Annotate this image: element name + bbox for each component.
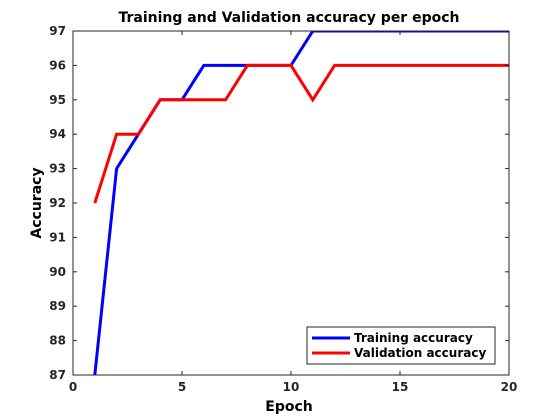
y-tick-label: 95 [49, 93, 66, 107]
legend-label-validation: Validation accuracy [354, 346, 486, 360]
x-tick-label: 15 [392, 380, 409, 394]
y-tick-label: 92 [49, 196, 66, 210]
y-axis-ticks: 87 88 89 90 91 92 93 94 95 96 97 [49, 24, 509, 382]
x-tick-label: 20 [501, 380, 518, 394]
y-tick-label: 87 [49, 368, 66, 382]
y-tick-label: 89 [49, 299, 66, 313]
y-tick-label: 88 [49, 334, 66, 348]
x-axis-label: Epoch [265, 399, 312, 415]
series-line-validation [93, 63, 509, 204]
legend-box [306, 326, 496, 365]
y-tick-label: 91 [49, 230, 66, 244]
series-lines [93, 31, 509, 375]
y-tick-label: 93 [49, 162, 66, 176]
x-axis-ticks: 0 5 10 15 20 [69, 31, 518, 394]
chart-title: Training and Validation accuracy per epo… [119, 10, 460, 26]
y-tick-label: 97 [49, 24, 66, 38]
plot-area [73, 31, 509, 375]
y-tick-label: 96 [49, 58, 66, 72]
y-tick-label: 90 [49, 265, 66, 279]
x-tick-label: 5 [178, 380, 186, 394]
x-tick-label: 0 [69, 380, 77, 394]
y-tick-label: 94 [49, 127, 66, 141]
y-axis-label: Accuracy [29, 167, 45, 238]
x-tick-label: 10 [283, 380, 300, 394]
legend: Training accuracy Validation accuracy [306, 326, 496, 365]
legend-label-training: Training accuracy [354, 331, 473, 345]
